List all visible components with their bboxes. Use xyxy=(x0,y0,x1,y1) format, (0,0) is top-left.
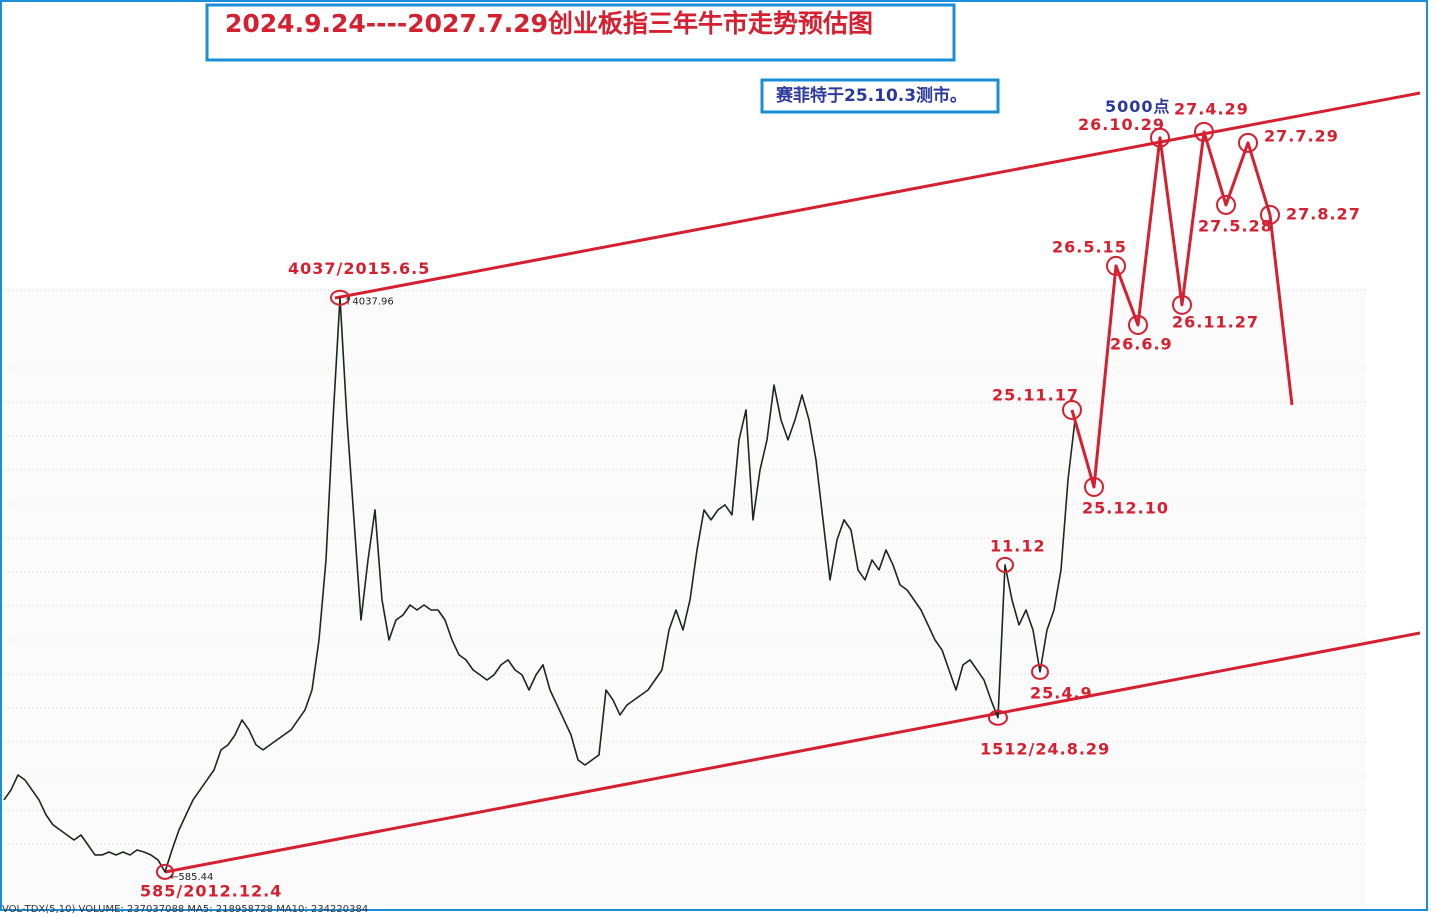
point-marker xyxy=(156,863,174,880)
footer: VOL-TDX(5,10) VOLUME: 237037088 MA5: 218… xyxy=(2,904,368,915)
point-label: 11.12 xyxy=(990,536,1046,555)
value-label: ↑4037.96 xyxy=(344,297,394,308)
point-marker xyxy=(1216,194,1236,215)
chart-title: 2024.9.24----2027.7.29创业板指三年牛市走势预估图 xyxy=(225,9,873,38)
point-label: 585/2012.12.4 xyxy=(140,881,282,900)
point-label: 26.6.9 xyxy=(1110,334,1173,353)
price-line xyxy=(3,296,1076,873)
upper-channel xyxy=(334,91,1421,300)
point-label: 25.12.10 xyxy=(1082,498,1169,517)
point-marker xyxy=(1260,204,1280,225)
point-label: 25.4.9 xyxy=(1030,683,1093,702)
value-label: 5000点 xyxy=(1105,97,1171,116)
point-marker xyxy=(330,289,350,306)
point-marker xyxy=(1172,294,1192,315)
point-label: 1512/24.8.29 xyxy=(980,739,1110,758)
value-label: ←585.44 xyxy=(170,872,213,883)
point-label: 26.11.27 xyxy=(1172,312,1259,331)
point-marker xyxy=(996,556,1014,573)
point-label: 26.10.29 xyxy=(1078,115,1165,134)
point-label: 27.4.29 xyxy=(1174,99,1249,118)
point-label: 27.5.28 xyxy=(1198,216,1273,235)
title-box xyxy=(205,3,956,62)
point-marker xyxy=(1084,476,1104,497)
point-marker xyxy=(1194,121,1214,142)
point-marker xyxy=(1062,399,1082,420)
forecast-line xyxy=(1070,130,1294,489)
point-marker xyxy=(1238,132,1258,153)
note: 赛菲特于25.10.3测市。 xyxy=(775,85,967,106)
point-label: 27.7.29 xyxy=(1264,126,1339,145)
point-label: 25.11.17 xyxy=(992,385,1079,404)
lower-channel xyxy=(164,631,1421,874)
point-label: 27.8.27 xyxy=(1286,204,1361,223)
point-marker xyxy=(988,709,1008,726)
point-marker xyxy=(1150,127,1170,148)
plot-panel xyxy=(0,288,1365,906)
point-label: 4037/2015.6.5 xyxy=(288,259,430,278)
point-marker xyxy=(1031,663,1049,680)
point-marker xyxy=(1128,314,1148,335)
point-label: 26.5.15 xyxy=(1052,237,1127,256)
note-box xyxy=(760,78,1000,114)
point-marker xyxy=(1106,255,1126,276)
